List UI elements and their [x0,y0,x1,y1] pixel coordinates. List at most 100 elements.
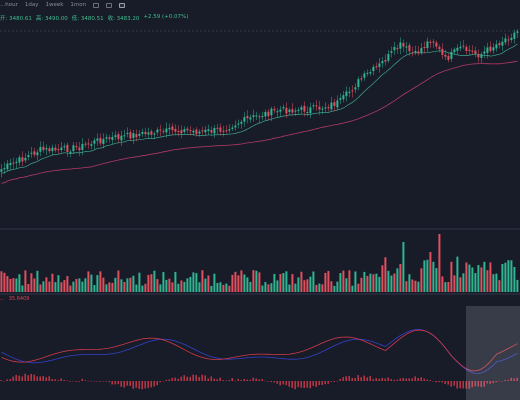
timeframe-1week[interactable]: 1week [45,2,64,8]
volume-bar [291,274,294,292]
timeframe-1mon[interactable]: 1mon [70,2,87,8]
timeframe-hour[interactable]: ...hour [0,2,18,8]
volume-bar [288,284,291,292]
volume-bar [498,280,501,292]
volume-bar [309,276,312,292]
candle-body [126,132,129,135]
volume-bar [135,284,138,292]
candle-body [156,129,159,133]
volume-bar [177,283,180,292]
volume-bar [453,275,456,292]
volume-bar [171,282,174,292]
volume-bar [126,278,129,292]
oscillator-bar [411,378,413,381]
candle-body [141,131,144,134]
volume-bar [321,284,324,292]
oscillator-bar [345,376,347,381]
oscillator-bar [216,379,218,381]
candle-body [282,107,285,109]
volume-bar [366,275,369,292]
oscillator-bar [45,377,47,381]
candle-body [255,115,258,117]
volume-bar [219,282,222,292]
volume-bar [117,270,120,292]
candle-body [420,48,423,53]
oscillator-bar [321,381,323,385]
candle-body [369,72,372,74]
oscillator-bar [246,379,248,381]
candle-body [216,127,219,129]
volume-bar [258,272,261,292]
oscillator-bar [228,379,230,381]
candle-body [462,45,465,47]
oscillator-bar [507,379,509,381]
volume-bar [420,268,423,292]
candle-body [312,105,315,107]
volume-bar [105,284,108,292]
candle-body [42,146,45,150]
oscillator-bar [372,379,374,381]
oscillator-bar [219,377,221,381]
oscillator-bar [18,375,20,381]
candle-body [267,111,270,117]
volume-bar [438,234,441,292]
volume-bar [66,276,69,292]
layout-icon[interactable] [93,2,100,8]
volume-bar [267,284,270,292]
volume-bar [480,267,483,292]
volume-bar [504,262,507,292]
oscillator-bar [231,377,233,381]
candle-body [150,131,153,135]
oscillator-bar [66,380,68,381]
candle-body [348,91,351,93]
candle-body [459,46,462,49]
candle-body [219,127,222,132]
oscillator-bar [336,381,338,382]
settings-icon[interactable] [106,2,113,8]
volume-bar [396,268,399,292]
candle-body [201,130,204,132]
volume-bar [279,274,282,292]
oscillator-bar [291,381,293,388]
oscillator-bar [213,378,215,381]
oscillator-bar [81,378,83,381]
candle-body [330,102,333,110]
candle-body [402,43,405,47]
oscillator-bar [63,380,65,381]
volume-bar [114,277,117,292]
candle-body [87,143,90,145]
oscillator-bar [24,373,26,381]
volume-bar [231,274,234,292]
oscillator-bar [27,375,29,381]
oscillator-bar [72,381,74,382]
volume-bar [225,283,228,292]
oscillator-bar [303,381,305,388]
oscillator-bar [363,375,365,381]
oscillator-bar [462,381,464,389]
oscillator-bar [111,381,113,385]
candle-body [441,48,444,55]
candle-body [390,51,393,53]
candle-body [444,54,447,57]
candle-body [453,49,456,53]
volume-bar [111,282,114,292]
volume-bar [27,284,30,292]
selection-highlight-zone[interactable] [466,306,520,400]
candle-body [90,144,93,146]
volume-bar [384,257,387,292]
volume-bar [213,273,216,292]
volume-bar [162,272,165,292]
timeframe-1day[interactable]: 1day [24,2,39,8]
volume-bar [96,275,99,292]
volume-bar [447,281,450,292]
volume-bar [141,285,144,292]
volume-bar [102,277,105,292]
candle-body [189,130,192,132]
fullscreen-icon[interactable] [119,2,126,8]
candle-body [429,41,432,43]
oscillator-bar [369,376,371,381]
volume-bar [33,278,36,292]
volume-bar [402,242,405,292]
